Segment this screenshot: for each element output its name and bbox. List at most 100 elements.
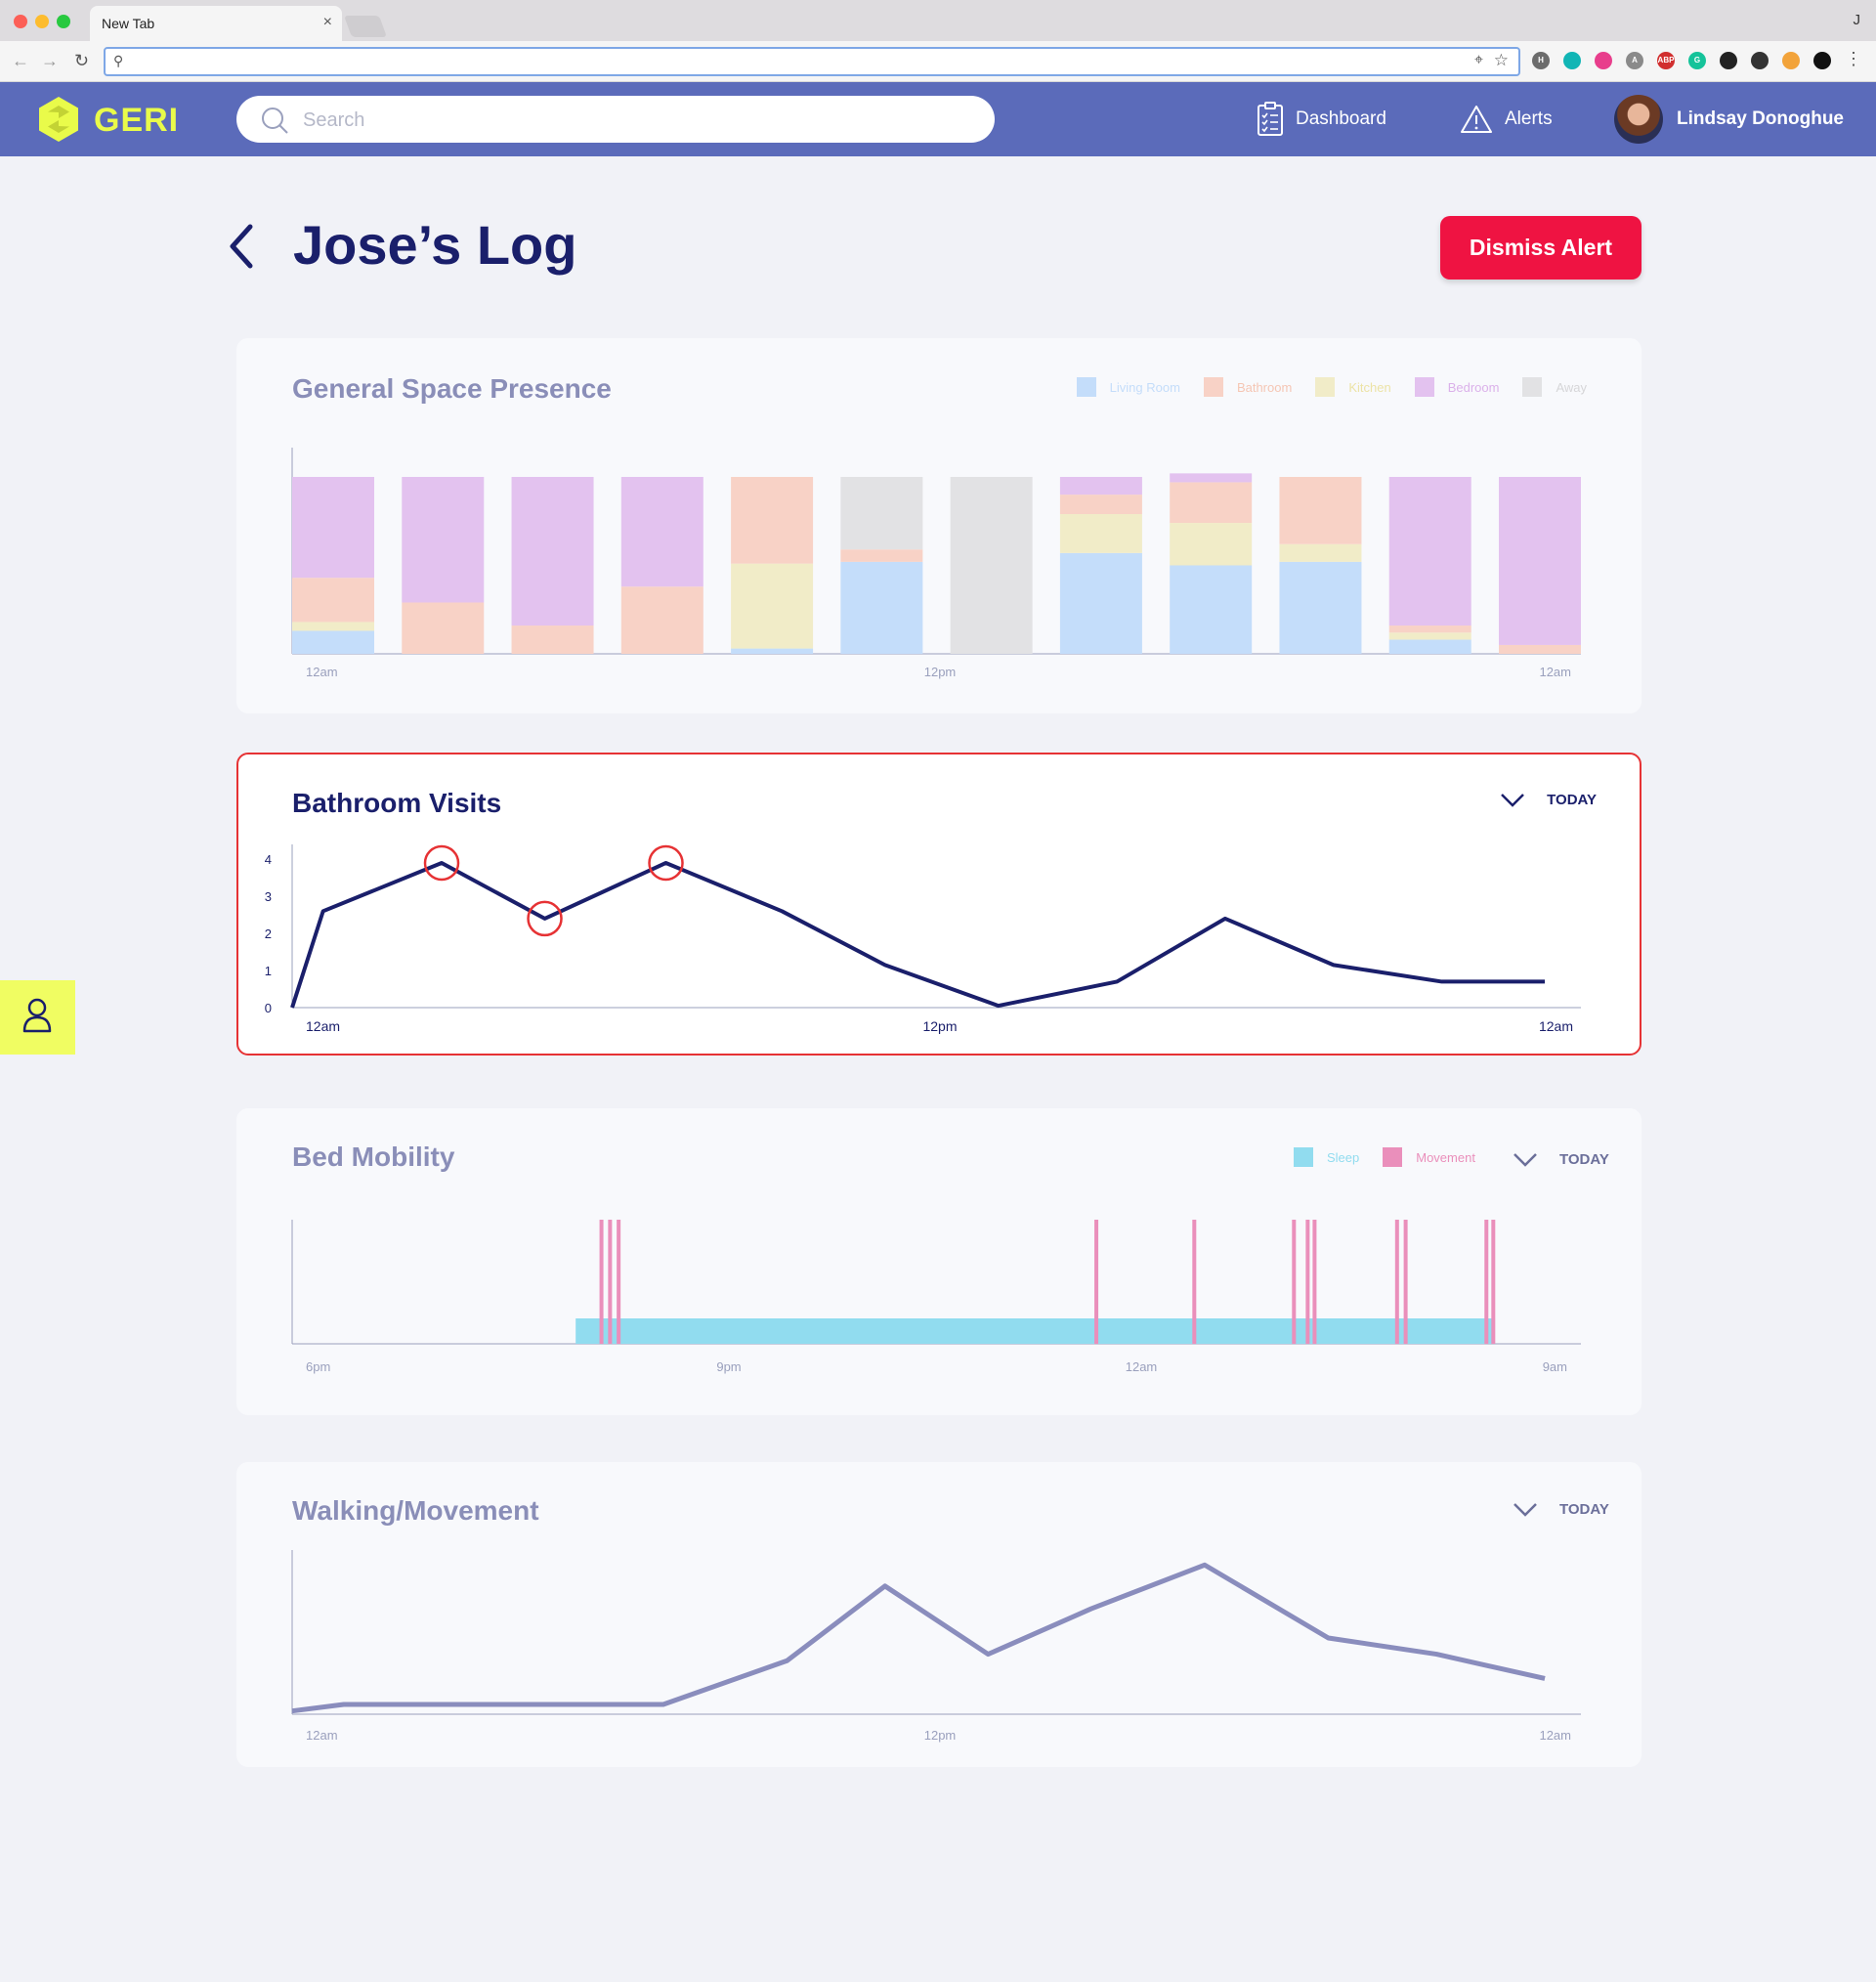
geri-logo-icon[interactable] bbox=[37, 96, 80, 143]
bathroom-visits-line bbox=[290, 860, 1546, 1009]
avatar[interactable] bbox=[1614, 95, 1663, 144]
bathroom-visits-title: Bathroom Visits bbox=[292, 788, 502, 818]
legend-swatch bbox=[1315, 377, 1336, 397]
sleep-bar bbox=[576, 1318, 1496, 1344]
x-tick-label: 9pm bbox=[716, 1359, 741, 1374]
bar-segment-bathroom bbox=[511, 625, 594, 654]
nav-dashboard[interactable]: Dashboard bbox=[1257, 102, 1386, 137]
ext-1-icon[interactable]: H bbox=[1532, 52, 1550, 69]
maximize-window-button[interactable] bbox=[57, 15, 70, 28]
bar-segment-bathroom bbox=[731, 477, 814, 564]
ext-grammarly-icon[interactable]: G bbox=[1688, 52, 1706, 69]
browser-tab-bar: New Tab × J bbox=[0, 0, 1876, 41]
movement-mark bbox=[599, 1220, 604, 1344]
legend-label: Bathroom bbox=[1236, 379, 1293, 395]
bar-segment-living-room bbox=[1388, 639, 1471, 654]
movement-mark bbox=[617, 1220, 621, 1344]
bar-segment-away bbox=[840, 477, 923, 550]
movement-mark bbox=[1491, 1220, 1496, 1344]
ext-abp-icon[interactable]: ABP bbox=[1657, 52, 1675, 69]
period-dropdown[interactable]: TODAY bbox=[1500, 792, 1597, 808]
ext-8-icon[interactable] bbox=[1751, 52, 1769, 69]
movement-mark bbox=[1192, 1220, 1197, 1344]
walking-title: Walking/Movement bbox=[292, 1495, 539, 1526]
alert-point-marker[interactable] bbox=[423, 844, 460, 882]
alert-point-marker[interactable] bbox=[527, 900, 563, 937]
forward-arrow-icon[interactable]: → bbox=[41, 51, 59, 70]
back-arrow-icon[interactable]: ← bbox=[12, 51, 29, 70]
movement-mark bbox=[1094, 1220, 1099, 1344]
legend-label: Living Room bbox=[1109, 379, 1180, 395]
legend-swatch bbox=[1294, 1147, 1313, 1167]
period-dropdown[interactable]: TODAY bbox=[1513, 1151, 1609, 1168]
walking-line bbox=[291, 1562, 1546, 1714]
bar-segment-bathroom bbox=[292, 578, 374, 623]
user-menu[interactable]: Lindsay Donoghue bbox=[1614, 94, 1844, 145]
bookmark-star-icon[interactable]: ☆ bbox=[1493, 51, 1509, 69]
y-tick-label: 1 bbox=[265, 964, 272, 978]
x-tick-label: 12am bbox=[1126, 1359, 1158, 1374]
movement-mark bbox=[1403, 1220, 1408, 1344]
chevron-down-icon bbox=[1514, 1152, 1537, 1167]
search-input[interactable] bbox=[303, 108, 967, 133]
bar-segment-bedroom bbox=[1170, 473, 1253, 483]
bar-segment-kitchen bbox=[1279, 543, 1362, 562]
y-tick-label: 0 bbox=[265, 1001, 272, 1015]
period-dropdown[interactable]: TODAY bbox=[1513, 1501, 1609, 1518]
tab-close-icon[interactable]: × bbox=[322, 14, 332, 30]
legend-swatch bbox=[1414, 377, 1434, 397]
y-tick-label: 4 bbox=[265, 852, 272, 867]
alert-point-marker[interactable] bbox=[648, 844, 684, 882]
new-tab-button[interactable] bbox=[343, 16, 388, 37]
bar-segment-bedroom bbox=[1388, 477, 1471, 626]
bar-segment-bedroom bbox=[402, 477, 485, 603]
logo-text[interactable]: GERI bbox=[94, 102, 180, 139]
dismiss-alert-button[interactable]: Dismiss Alert bbox=[1440, 216, 1642, 280]
legend-kitchen: Kitchen bbox=[1315, 377, 1391, 397]
period-label: TODAY bbox=[1547, 792, 1597, 808]
walking-chart: 12am 12pm 12am bbox=[291, 1550, 1581, 1743]
legend-swatch bbox=[1383, 1147, 1403, 1167]
legend-label: Away bbox=[1556, 379, 1587, 395]
address-bar[interactable]: ⚲ ⌖ ☆ bbox=[104, 47, 1520, 76]
x-tick-label: 12am bbox=[1539, 1728, 1571, 1743]
profile-button[interactable]: J bbox=[1853, 12, 1861, 28]
space-presence-legend: Living Room Bathroom Kitchen Bedroom Awa… bbox=[1053, 377, 1587, 397]
bar-segment-bedroom bbox=[292, 477, 374, 579]
ext-3-icon[interactable] bbox=[1595, 52, 1612, 69]
period-label: TODAY bbox=[1559, 1151, 1609, 1168]
ext-2-icon[interactable] bbox=[1563, 52, 1581, 69]
movement-mark bbox=[1292, 1220, 1297, 1344]
ext-10-icon[interactable] bbox=[1813, 52, 1831, 69]
x-tick-label: 12pm bbox=[924, 1728, 957, 1743]
close-window-button[interactable] bbox=[14, 15, 27, 28]
legend-bedroom: Bedroom bbox=[1414, 377, 1500, 397]
caregiver-widget-button[interactable] bbox=[0, 980, 75, 1055]
reload-icon[interactable]: ↻ bbox=[74, 51, 90, 70]
search-bar[interactable] bbox=[236, 96, 995, 143]
y-tick-label: 2 bbox=[265, 926, 272, 941]
bar-segment-bathroom bbox=[1388, 625, 1471, 633]
bar-segment-living-room bbox=[1279, 561, 1362, 654]
ext-7-icon[interactable] bbox=[1720, 52, 1737, 69]
bar-segment-bathroom bbox=[840, 549, 923, 562]
clipboard-icon bbox=[1258, 102, 1283, 136]
bar-segment-bathroom bbox=[1170, 482, 1253, 524]
legend-movement: Movement bbox=[1383, 1147, 1475, 1167]
browser-tab[interactable]: New Tab × bbox=[90, 6, 342, 41]
nav-alerts[interactable]: Alerts bbox=[1460, 102, 1553, 137]
back-chevron-icon[interactable] bbox=[225, 221, 260, 272]
legend-living-room: Living Room bbox=[1076, 377, 1180, 397]
minimize-window-button[interactable] bbox=[35, 15, 49, 28]
legend-label: Bedroom bbox=[1447, 379, 1500, 395]
ext-9-icon[interactable] bbox=[1782, 52, 1800, 69]
space-presence-chart: 12am 12pm 12am bbox=[291, 448, 1581, 679]
bar-segment-living-room bbox=[1170, 565, 1253, 654]
address-input[interactable] bbox=[133, 52, 1452, 73]
chevron-down-icon bbox=[1501, 793, 1525, 807]
location-icon[interactable]: ⌖ bbox=[1473, 52, 1483, 68]
bar-segment-bathroom bbox=[620, 586, 704, 654]
x-tick-label: 9am bbox=[1543, 1359, 1567, 1374]
ext-4-icon[interactable]: A bbox=[1626, 52, 1643, 69]
browser-menu-icon[interactable]: ⋮ bbox=[1845, 49, 1862, 68]
